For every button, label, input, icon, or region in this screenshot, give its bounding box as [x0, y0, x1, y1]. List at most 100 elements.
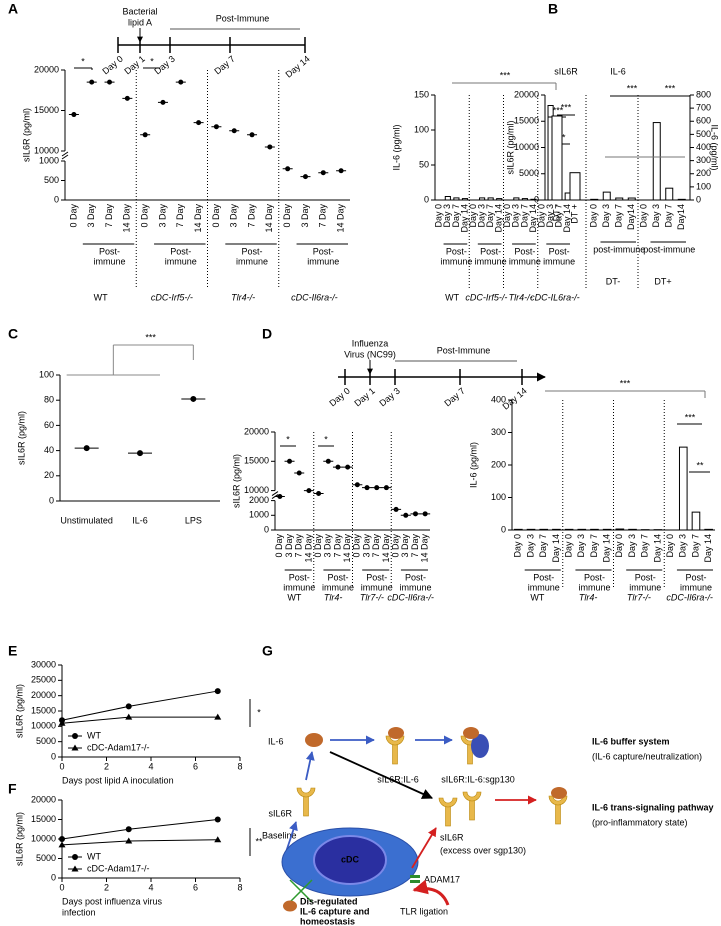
timeline-event: lipid A	[128, 17, 152, 27]
post-label: immune	[94, 256, 126, 266]
diagram-note: Dis-regulated	[300, 896, 358, 906]
timeline-day: Day 7	[212, 54, 236, 77]
mean-marker	[104, 79, 115, 85]
data-point	[214, 816, 221, 823]
y-tick-label: 10000	[31, 721, 56, 731]
day-label: 7 Day	[294, 534, 304, 558]
data-point	[125, 826, 132, 833]
post-label: Post-	[99, 246, 120, 256]
timeline-day: Day 3	[152, 54, 176, 77]
mean-marker	[362, 485, 373, 491]
x-tick-label: 0	[59, 882, 64, 892]
mean-marker	[313, 491, 324, 497]
post-label: Post-	[446, 246, 467, 256]
post-label: immune	[440, 256, 472, 266]
day-label: Day 3	[545, 204, 555, 228]
bar	[628, 528, 637, 531]
y-axis-label: sIL6R (pg/ml)	[21, 108, 31, 162]
day-label: Day 7	[664, 204, 674, 228]
day-label: Day 7	[519, 204, 529, 228]
group-label: Tlr4-	[324, 592, 343, 602]
y-tick-label: 0	[51, 751, 56, 761]
il6	[551, 787, 567, 799]
panel-letter: G	[262, 643, 273, 659]
bar	[552, 528, 561, 531]
day-label: 3 Day	[86, 204, 96, 228]
mean-marker	[122, 95, 133, 101]
day-label: 14 Day	[264, 204, 274, 233]
receptor-head	[462, 791, 482, 802]
bar	[514, 528, 523, 531]
y-axis-label: sIL6R (pg/ml)	[231, 454, 241, 508]
receptor-head	[438, 797, 458, 808]
mean-marker	[318, 170, 329, 176]
y-tick-label: 10000	[244, 485, 269, 495]
y-tick-label: 10000	[34, 145, 59, 155]
day-label: Day 0	[502, 204, 512, 228]
day-label: Day 14	[459, 204, 469, 233]
group-label: DT-	[606, 276, 621, 286]
day-label: 0 Day	[140, 204, 150, 228]
panel-letter: F	[8, 781, 17, 797]
x-axis-label: Days post influenza virus	[62, 896, 163, 906]
bar	[461, 198, 469, 201]
y2-tick-label: 300	[696, 155, 711, 165]
axis-break	[61, 154, 69, 160]
receptor-stem	[555, 803, 561, 825]
pathway-title: IL-6 buffer system	[592, 736, 670, 746]
post-label: immune	[165, 256, 197, 266]
mean-marker	[282, 166, 293, 172]
bar	[487, 197, 494, 201]
mean-marker	[181, 395, 206, 402]
day-label: 7 Day	[318, 204, 328, 228]
day-label: 0 Day	[282, 204, 292, 228]
panel-letter: B	[548, 1, 558, 17]
day-label: Day 14	[602, 534, 612, 563]
group-label: WT	[287, 592, 301, 602]
y-tick-label: 1000	[249, 510, 269, 520]
day-label: Day 0	[468, 204, 478, 228]
y-tick-label: 15000	[34, 105, 59, 115]
day-label: Day 3	[476, 204, 486, 228]
panel-letter: E	[8, 643, 17, 659]
bar	[496, 198, 503, 201]
y2-tick-label: 100	[696, 181, 711, 191]
category-label: DT -	[551, 204, 561, 221]
day-label: 7 Day	[104, 204, 114, 228]
axis-break	[271, 491, 279, 497]
day-label: Day 3	[525, 534, 535, 558]
group-label: cDC-Il6ra-/-	[666, 592, 713, 602]
bar	[444, 196, 451, 201]
y-tick-label: 0	[51, 872, 56, 882]
bar	[652, 122, 661, 201]
significance: ***	[685, 412, 696, 422]
y-tick-label: 400	[491, 394, 506, 404]
y-tick-label: 5000	[36, 736, 56, 746]
il6	[463, 727, 479, 739]
y2-tick-label: 700	[696, 103, 711, 113]
legend-label: WT	[87, 730, 101, 740]
y-tick-label: 5000	[36, 853, 56, 863]
group-label: cDC-Il6ra-/-	[291, 292, 338, 302]
day-label: 0 Day	[211, 204, 221, 228]
diagram-note: IL-6 capture and	[300, 906, 370, 916]
timeline-day: Day 7	[442, 386, 466, 409]
pathway-subtitle: (IL-6 capture/neutralization)	[592, 751, 702, 761]
y-tick-label: 0	[424, 194, 429, 204]
day-label: 7 Day	[371, 534, 381, 558]
timeline-day: Day 0	[327, 386, 351, 409]
timeline-period: Post-Immune	[437, 345, 491, 355]
mean-marker	[381, 485, 392, 491]
significance: ***	[500, 70, 511, 80]
day-label: Day14	[676, 204, 686, 230]
post-label: Post-	[549, 246, 570, 256]
tlr-arrow	[412, 879, 450, 906]
il6	[305, 733, 323, 747]
significance: **	[696, 460, 704, 470]
diagram-label: Baseline	[262, 830, 297, 840]
day-label: 3 Day	[229, 204, 239, 228]
legend-marker	[71, 865, 79, 872]
category-label: Unstimulated	[60, 515, 113, 525]
